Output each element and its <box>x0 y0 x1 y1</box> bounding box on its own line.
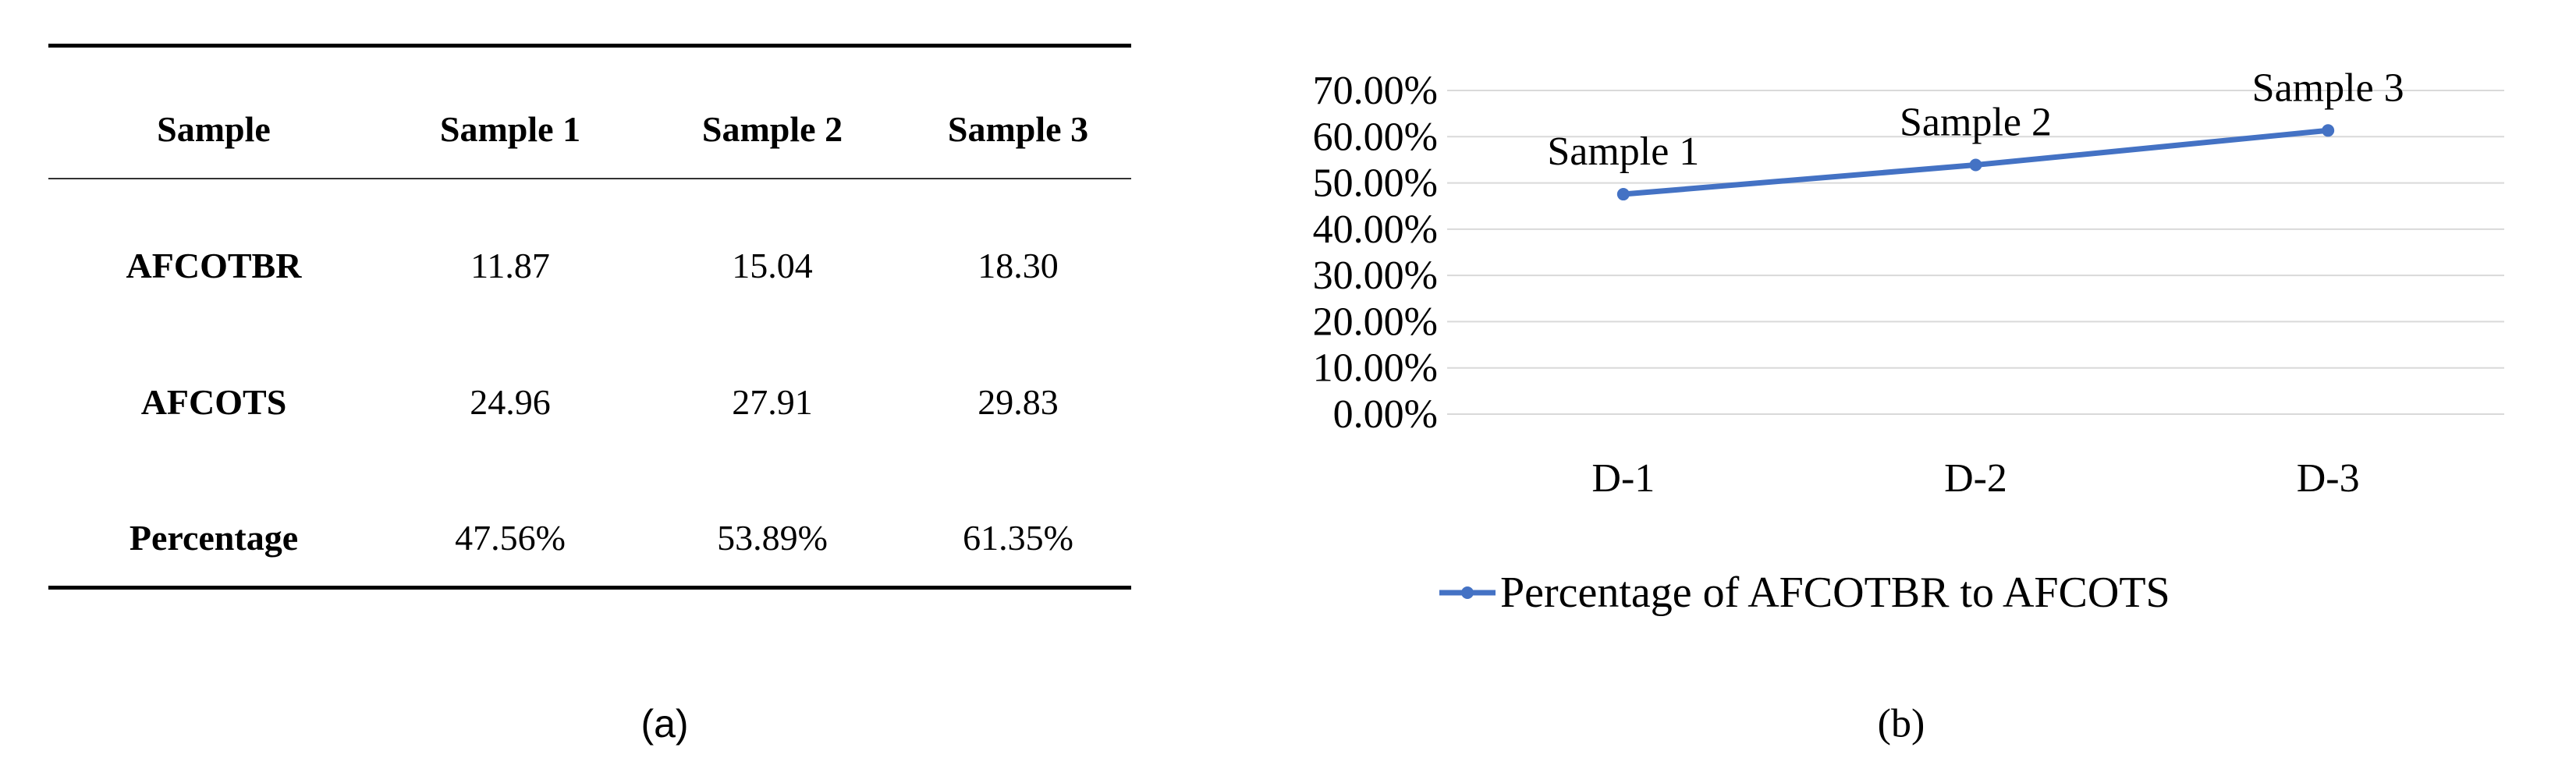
table-cell: 29.83 <box>978 382 1059 422</box>
data-label: Sample 1 <box>1547 129 1699 174</box>
table-header-cell: Sample 3 <box>947 109 1089 149</box>
legend-marker <box>1461 586 1474 599</box>
table-cell: 11.87 <box>470 246 550 285</box>
caption-b: (b) <box>1877 701 1925 746</box>
y-tick-labels: 0.00%10.00%20.00%30.00%40.00%50.00%60.00… <box>1313 69 1438 437</box>
table-bottom-rule <box>48 586 1131 590</box>
data-label: Sample 2 <box>1900 101 2052 145</box>
x-tick-label: D-1 <box>1591 456 1655 501</box>
y-tick-label: 20.00% <box>1313 299 1438 344</box>
data-point <box>2322 124 2335 137</box>
table-cell: 47.56% <box>455 518 566 558</box>
table-top-rule <box>48 44 1131 48</box>
table-header-cell: Sample 2 <box>701 109 843 149</box>
y-tick-label: 0.00% <box>1333 392 1438 437</box>
table-cell: 24.96 <box>470 382 551 422</box>
table-cell: 15.04 <box>732 246 813 285</box>
data-point <box>1616 188 1630 201</box>
table-cell: 53.89% <box>717 518 828 558</box>
table-cell: 61.35% <box>963 518 1073 558</box>
series-group: Sample 1 Sample 2 Sample 3 <box>1547 66 2404 201</box>
table-row-label: Percentage <box>129 518 299 558</box>
table-row-label: AFCOTBR <box>126 246 302 285</box>
x-tick-labels: D-1 D-2 D-3 <box>1591 456 2359 501</box>
table-header-rule <box>48 178 1131 179</box>
y-tick-label: 60.00% <box>1313 115 1438 159</box>
y-tick-label: 70.00% <box>1313 69 1438 113</box>
legend: Percentage of AFCOTBR to AFCOTS <box>1439 569 2170 617</box>
x-tick-label: D-2 <box>1944 456 2007 501</box>
y-tick-label: 30.00% <box>1313 253 1438 298</box>
y-tick-label: 10.00% <box>1313 346 1438 391</box>
y-tick-label: 50.00% <box>1313 161 1438 206</box>
grid-lines <box>1447 90 2504 415</box>
table-header-cell: Sample 1 <box>439 109 581 149</box>
legend-label: Percentage of AFCOTBR to AFCOTS <box>1500 569 2170 617</box>
table-cell: 27.91 <box>732 382 813 422</box>
table-cell: 18.30 <box>978 246 1059 285</box>
table-row-label: AFCOTS <box>140 382 287 422</box>
table-panel: Sample Sample 1 Sample 2 Sample 3 AFCOTB… <box>0 0 1155 783</box>
data-point <box>1969 158 1982 172</box>
table-header-cell: Sample <box>157 109 271 149</box>
x-tick-label: D-3 <box>2297 456 2360 501</box>
caption-a: (a) <box>640 702 689 746</box>
y-tick-label: 40.00% <box>1313 207 1438 252</box>
line-chart: 0.00%10.00%20.00%30.00%40.00%50.00%60.00… <box>1313 66 2504 617</box>
data-label: Sample 3 <box>2252 66 2404 110</box>
